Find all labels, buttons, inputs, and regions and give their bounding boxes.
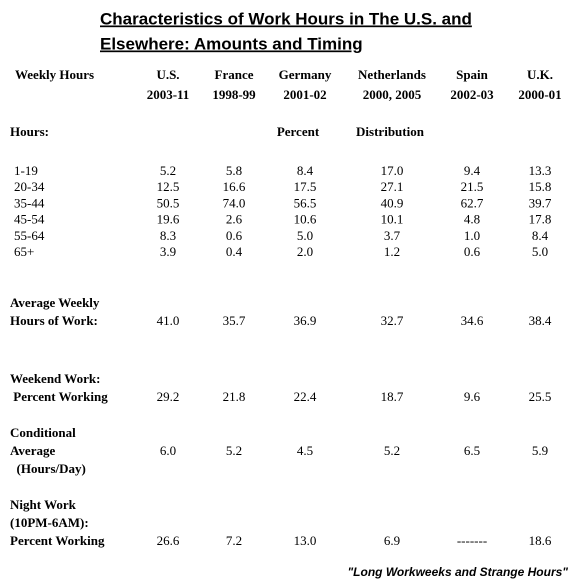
column-header: U.S. [156,67,179,82]
cell: 0.6 [226,228,243,243]
cell: 5.2 [384,443,400,458]
cell: 4.8 [464,212,480,227]
cell: 5.0 [297,228,313,243]
source: "Long Workweeks and Strange Hours" [347,565,568,579]
column-header: France [215,67,254,82]
block-label: Hours of Work: [10,313,98,328]
cell: 3.9 [160,244,176,259]
cell: 8.4 [532,228,549,243]
cell: 5.2 [226,443,242,458]
section-label: Hours: [10,124,49,139]
cell: 5.0 [532,244,548,259]
cell: 21.5 [461,179,484,194]
column-header: 2000, 2005 [363,87,422,102]
cell: 4.5 [297,443,313,458]
cell: 5.2 [160,163,176,178]
block-label: Percent Working [10,533,105,548]
cell: 27.1 [381,179,404,194]
cell: 17.0 [381,163,404,178]
section-note: Distribution [356,124,425,139]
cell: 50.5 [157,195,180,210]
cell: 25.5 [529,389,552,404]
cell: 5.9 [532,443,548,458]
block-label: (Hours/Day) [10,461,86,476]
cell: 40.9 [381,195,404,210]
cell: 13.3 [529,163,552,178]
cell: 1.2 [384,244,400,259]
cell: 22.4 [294,389,317,404]
cell: 6.9 [384,533,400,548]
block-label: Weekend Work: [10,371,100,386]
cell: 8.3 [160,228,176,243]
cell: 8.4 [297,163,314,178]
block-label: Conditional [10,425,76,440]
column-header: U.K. [527,67,553,82]
row-label: 20-34 [14,179,45,194]
title-line: Characteristics of Work Hours in The U.S… [100,9,472,28]
cell: 35.7 [223,313,246,328]
column-header: Germany [279,67,332,82]
cell: 29.2 [157,389,180,404]
column-header: 1998-99 [212,87,256,102]
cell: 9.6 [464,389,481,404]
cell: 62.7 [461,195,484,210]
cell: 21.8 [223,389,246,404]
cell: 34.6 [461,313,484,328]
cell: 56.5 [294,195,317,210]
row-label: 65+ [14,244,34,259]
section-note: Percent [277,124,320,139]
cell: 3.7 [384,228,401,243]
cell: ------- [457,533,487,548]
title-line: Elsewhere: Amounts and Timing [100,34,363,53]
cell: 0.6 [464,244,481,259]
block-label: (10PM-6AM): [10,515,89,530]
cell: 5.8 [226,163,242,178]
cell: 74.0 [223,195,246,210]
column-header: 2000-01 [518,87,561,102]
header-label: Weekly Hours [15,67,94,82]
cell: 18.7 [381,389,404,404]
row-label: 1-19 [14,163,38,178]
cell: 17.8 [529,212,552,227]
row-label: 35-44 [14,195,45,210]
block-label: Average Weekly [10,295,100,310]
column-header: 2002-03 [450,87,494,102]
block-label: Average [10,443,55,458]
cell: 1.0 [464,228,480,243]
cell: 38.4 [529,313,552,328]
cell: 10.6 [294,212,317,227]
cell: 10.1 [381,212,404,227]
cell: 16.6 [223,179,246,194]
column-header: Spain [456,67,489,82]
column-header: Netherlands [358,67,426,82]
cell: 39.7 [529,195,552,210]
row-label: 45-54 [14,212,45,227]
cell: 6.0 [160,443,176,458]
cell: 19.6 [157,212,180,227]
row-label: 55-64 [14,228,45,243]
cell: 26.6 [157,533,180,548]
cell: 6.5 [464,443,480,458]
block-label: Night Work [10,497,77,512]
cell: 17.5 [294,179,317,194]
cell: 15.8 [529,179,552,194]
cell: 2.6 [226,212,243,227]
cell: 12.5 [157,179,180,194]
cell: 18.6 [529,533,552,548]
column-header: 2001-02 [283,87,326,102]
cell: 7.2 [226,533,242,548]
cell: 41.0 [157,313,180,328]
cell: 13.0 [294,533,317,548]
column-header: 2003-11 [147,87,190,102]
cell: 36.9 [294,313,317,328]
cell: 9.4 [464,163,481,178]
cell: 2.0 [297,244,313,259]
cell: 32.7 [381,313,404,328]
cell: 0.4 [226,244,243,259]
block-label: Percent Working [10,389,108,404]
